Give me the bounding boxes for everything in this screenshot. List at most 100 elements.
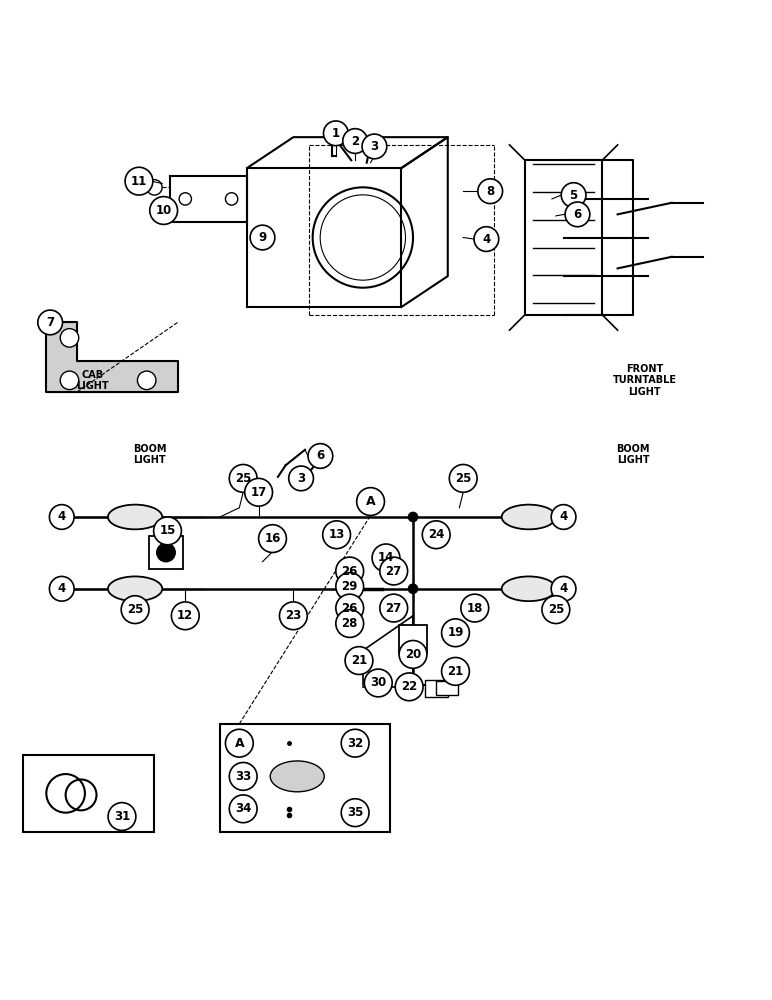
Circle shape — [125, 167, 153, 195]
Circle shape — [308, 444, 333, 468]
Text: 19: 19 — [447, 626, 464, 639]
Circle shape — [551, 505, 576, 529]
Text: 25: 25 — [455, 472, 472, 485]
Text: 4: 4 — [560, 582, 567, 595]
Bar — [436, 681, 458, 695]
Text: 25: 25 — [235, 472, 252, 485]
Circle shape — [380, 594, 408, 622]
Text: 12: 12 — [177, 609, 194, 622]
Text: 8: 8 — [486, 185, 494, 198]
Text: 25: 25 — [547, 603, 564, 616]
Text: CAB
LIGHT: CAB LIGHT — [76, 370, 109, 391]
Text: 11: 11 — [130, 175, 147, 188]
Circle shape — [137, 371, 156, 390]
Text: 21: 21 — [350, 654, 367, 667]
Circle shape — [229, 762, 257, 790]
Text: 30: 30 — [370, 676, 387, 689]
Ellipse shape — [108, 576, 162, 601]
Circle shape — [171, 602, 199, 630]
Text: 7: 7 — [46, 316, 54, 329]
Circle shape — [323, 121, 348, 146]
Text: 25: 25 — [127, 603, 144, 616]
Ellipse shape — [108, 505, 162, 529]
Text: 24: 24 — [428, 528, 445, 541]
Circle shape — [449, 464, 477, 492]
Circle shape — [395, 673, 423, 701]
Text: 3: 3 — [371, 140, 378, 153]
Circle shape — [279, 602, 307, 630]
Circle shape — [49, 576, 74, 601]
Text: 33: 33 — [235, 770, 252, 783]
Text: 22: 22 — [401, 680, 418, 693]
Text: 1: 1 — [332, 127, 340, 140]
Bar — [23, 755, 154, 832]
Circle shape — [341, 729, 369, 757]
Circle shape — [461, 594, 489, 622]
Ellipse shape — [502, 505, 556, 529]
Circle shape — [289, 466, 313, 491]
Text: 14: 14 — [378, 551, 394, 564]
Text: 10: 10 — [155, 204, 172, 217]
Circle shape — [408, 584, 418, 593]
Bar — [525, 160, 602, 315]
Bar — [220, 724, 390, 832]
Text: 27: 27 — [385, 602, 402, 615]
Text: 34: 34 — [235, 802, 252, 815]
Circle shape — [225, 729, 253, 757]
Circle shape — [341, 799, 369, 827]
Circle shape — [362, 134, 387, 159]
Ellipse shape — [502, 576, 556, 601]
Circle shape — [245, 478, 273, 506]
Text: 13: 13 — [328, 528, 345, 541]
Text: 20: 20 — [405, 648, 422, 661]
Text: 26: 26 — [341, 602, 358, 615]
Circle shape — [157, 543, 175, 562]
Circle shape — [343, 129, 367, 153]
Circle shape — [551, 576, 576, 601]
Text: 18: 18 — [466, 602, 483, 615]
Circle shape — [150, 197, 178, 224]
Circle shape — [259, 525, 286, 552]
Circle shape — [38, 310, 63, 335]
Circle shape — [336, 610, 364, 637]
Circle shape — [60, 329, 79, 347]
Circle shape — [229, 795, 257, 823]
Circle shape — [108, 803, 136, 830]
Polygon shape — [46, 322, 178, 392]
Text: 26: 26 — [341, 565, 358, 578]
Text: 32: 32 — [347, 737, 364, 750]
Circle shape — [345, 647, 373, 674]
Bar — [399, 625, 427, 653]
Circle shape — [442, 619, 469, 647]
Circle shape — [250, 225, 275, 250]
Text: A: A — [366, 495, 375, 508]
Text: 3: 3 — [297, 472, 305, 485]
Text: BOOM
LIGHT: BOOM LIGHT — [133, 444, 167, 465]
Text: 9: 9 — [259, 231, 266, 244]
Circle shape — [154, 517, 181, 545]
Circle shape — [422, 521, 450, 549]
Text: 4: 4 — [58, 582, 66, 595]
Text: BOOM
LIGHT: BOOM LIGHT — [616, 444, 650, 465]
Circle shape — [336, 557, 364, 585]
Text: 2: 2 — [351, 135, 359, 148]
Text: 5: 5 — [570, 189, 577, 202]
Circle shape — [372, 544, 400, 572]
Bar — [149, 536, 183, 569]
Text: 28: 28 — [341, 617, 358, 630]
Circle shape — [121, 596, 149, 624]
Text: 23: 23 — [285, 609, 302, 622]
Circle shape — [561, 183, 586, 207]
Text: 6: 6 — [317, 449, 324, 462]
Circle shape — [542, 596, 570, 624]
Text: 15: 15 — [159, 524, 176, 537]
Text: 17: 17 — [250, 486, 267, 499]
Circle shape — [336, 573, 364, 600]
Text: 31: 31 — [113, 810, 130, 823]
Circle shape — [336, 594, 364, 622]
Bar — [425, 680, 448, 697]
Text: 16: 16 — [264, 532, 281, 545]
Text: 6: 6 — [574, 208, 581, 221]
Circle shape — [364, 669, 392, 697]
Circle shape — [408, 512, 418, 522]
